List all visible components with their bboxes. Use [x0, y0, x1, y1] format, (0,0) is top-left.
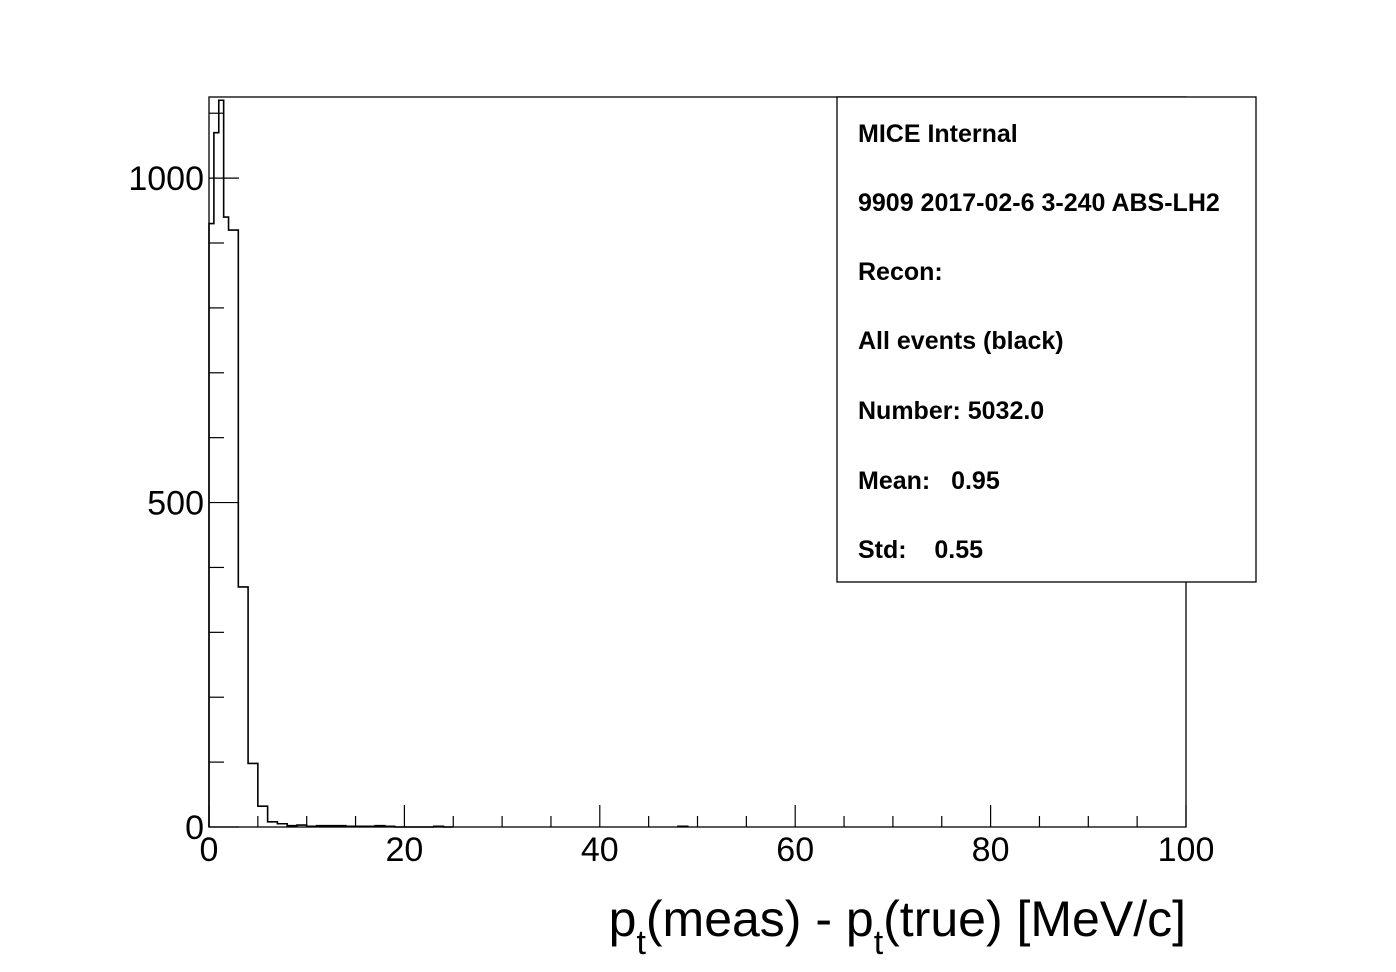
x-tick-label: 60 — [776, 831, 814, 869]
stats-run-info: 9909 2017-02-6 3-240 ABS-LH2 — [858, 189, 1220, 217]
x-axis-title: pt(meas) - pt(true) [MeV/c] — [609, 891, 1186, 962]
histogram-tail-line — [677, 825, 689, 828]
x-tick-label: 100 — [1158, 831, 1215, 869]
axis-ticks — [208, 112, 1187, 828]
x-tick-label: 40 — [581, 831, 619, 869]
y-tick-label: 1000 — [128, 160, 204, 198]
histogram-line — [208, 99, 454, 828]
stats-box-frame — [836, 96, 1257, 583]
stats-std: Std: 0.55 — [858, 536, 983, 564]
stats-recon: Recon: — [858, 258, 943, 286]
stats-mean: Mean: 0.95 — [858, 467, 1000, 495]
stats-selection: All events (black) — [858, 327, 1064, 355]
y-tick-label: 0 — [185, 809, 204, 847]
x-tick-label: 20 — [385, 831, 423, 869]
x-tick-label: 80 — [972, 831, 1010, 869]
stats-label: MICE Internal — [858, 120, 1018, 148]
x-tick-label: 0 — [200, 831, 219, 869]
stats-number: Number: 5032.0 — [858, 397, 1044, 425]
y-tick-label: 500 — [147, 485, 204, 523]
stats-box: MICE Internal 9909 2017-02-6 3-240 ABS-L… — [836, 96, 1257, 583]
